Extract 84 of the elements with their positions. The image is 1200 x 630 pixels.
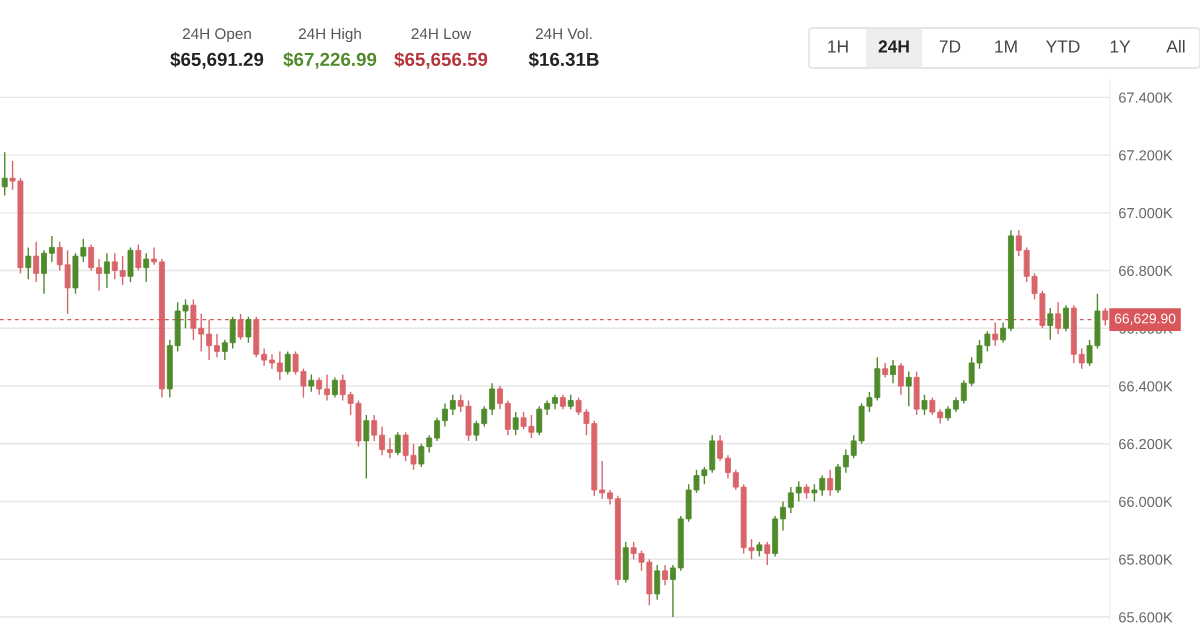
candlestick xyxy=(1047,307,1054,341)
candlestick xyxy=(905,370,912,407)
candlestick xyxy=(206,318,213,361)
text: YTD xyxy=(1046,40,1080,53)
candlestick xyxy=(229,316,236,350)
candlestick xyxy=(1000,321,1007,344)
candlestick xyxy=(363,414,370,480)
text: All xyxy=(1166,39,1185,53)
y-tick-label: 66.400K xyxy=(1119,381,1173,392)
candlestick xyxy=(221,339,228,361)
y-tick-label: 67.200K xyxy=(1119,150,1173,161)
candlestick xyxy=(33,240,40,283)
text: 7D xyxy=(939,40,961,53)
candlestick xyxy=(497,385,503,410)
candlestick xyxy=(897,362,904,396)
candlestick xyxy=(732,469,739,491)
ref-line-label: 66,629.90 xyxy=(1114,313,1176,326)
candlestick xyxy=(780,500,786,532)
text: 24H Low xyxy=(411,28,472,40)
candlestick xyxy=(1,151,8,197)
candlestick xyxy=(379,425,385,457)
candlestick xyxy=(284,350,291,376)
candlestick xyxy=(890,359,896,384)
y-tick-label: 66.000K xyxy=(1119,496,1173,507)
y-tick-label: 67.400K xyxy=(1119,92,1173,103)
candlestick xyxy=(795,480,802,503)
candlestick xyxy=(842,448,849,474)
candlestick xyxy=(245,316,252,344)
candlestick xyxy=(1063,304,1069,332)
candlestick xyxy=(449,394,456,416)
candlestick xyxy=(536,405,543,436)
y-tick-label: 65.600K xyxy=(1119,612,1173,623)
candlestick xyxy=(276,350,283,381)
text: $16.31B xyxy=(528,51,599,68)
candlestick xyxy=(143,252,150,283)
candlestick xyxy=(1055,301,1062,335)
text: $67,226.99 xyxy=(283,51,377,69)
candlestick xyxy=(48,235,55,263)
text: $65,691.29 xyxy=(170,51,264,69)
candlestick xyxy=(324,373,330,402)
text: 1H xyxy=(828,40,848,53)
candlestick xyxy=(88,243,95,272)
candlestick xyxy=(725,454,731,480)
candlestick xyxy=(1078,347,1085,370)
y-tick-label: 65.800K xyxy=(1119,554,1173,565)
candlestick xyxy=(151,246,158,266)
candlestick xyxy=(599,460,606,500)
candlestick xyxy=(331,376,338,399)
y-tick-label: 67.000K xyxy=(1119,207,1173,219)
text: 24H High xyxy=(298,27,361,43)
candlestick xyxy=(96,258,102,292)
candlestick xyxy=(214,333,220,358)
candlestick xyxy=(386,437,393,459)
candlestick xyxy=(135,243,142,272)
candlestick xyxy=(654,564,661,601)
candlestick xyxy=(835,463,841,494)
candlestick xyxy=(41,249,47,295)
candlestick xyxy=(827,469,834,497)
text: 1M xyxy=(995,40,1017,53)
y-tick-label: 66.200K xyxy=(1119,438,1173,450)
candlestick xyxy=(1015,229,1022,257)
text: 1Y xyxy=(1110,40,1131,53)
text: 24H Open xyxy=(182,28,251,43)
text: 24H xyxy=(878,40,909,53)
candlestick xyxy=(371,414,378,442)
candlestick xyxy=(442,402,448,428)
candlestick xyxy=(434,417,441,442)
candlestick xyxy=(662,564,668,586)
candlestick xyxy=(669,564,676,618)
candlestick xyxy=(512,411,519,436)
candlestick xyxy=(787,486,794,514)
candlestick xyxy=(717,434,724,462)
candlestick xyxy=(764,541,771,566)
text: $65,656.59 xyxy=(394,51,488,69)
candlestick xyxy=(992,321,999,347)
candlestick xyxy=(237,313,244,341)
text: 24H Vol. xyxy=(535,27,592,40)
candlestick xyxy=(921,394,928,416)
candlestick xyxy=(103,252,110,289)
candlestick xyxy=(25,246,32,280)
candlestick xyxy=(269,353,275,370)
candlestick xyxy=(394,431,401,457)
candlestick xyxy=(489,382,496,416)
y-tick-label: 66.800K xyxy=(1119,265,1173,276)
